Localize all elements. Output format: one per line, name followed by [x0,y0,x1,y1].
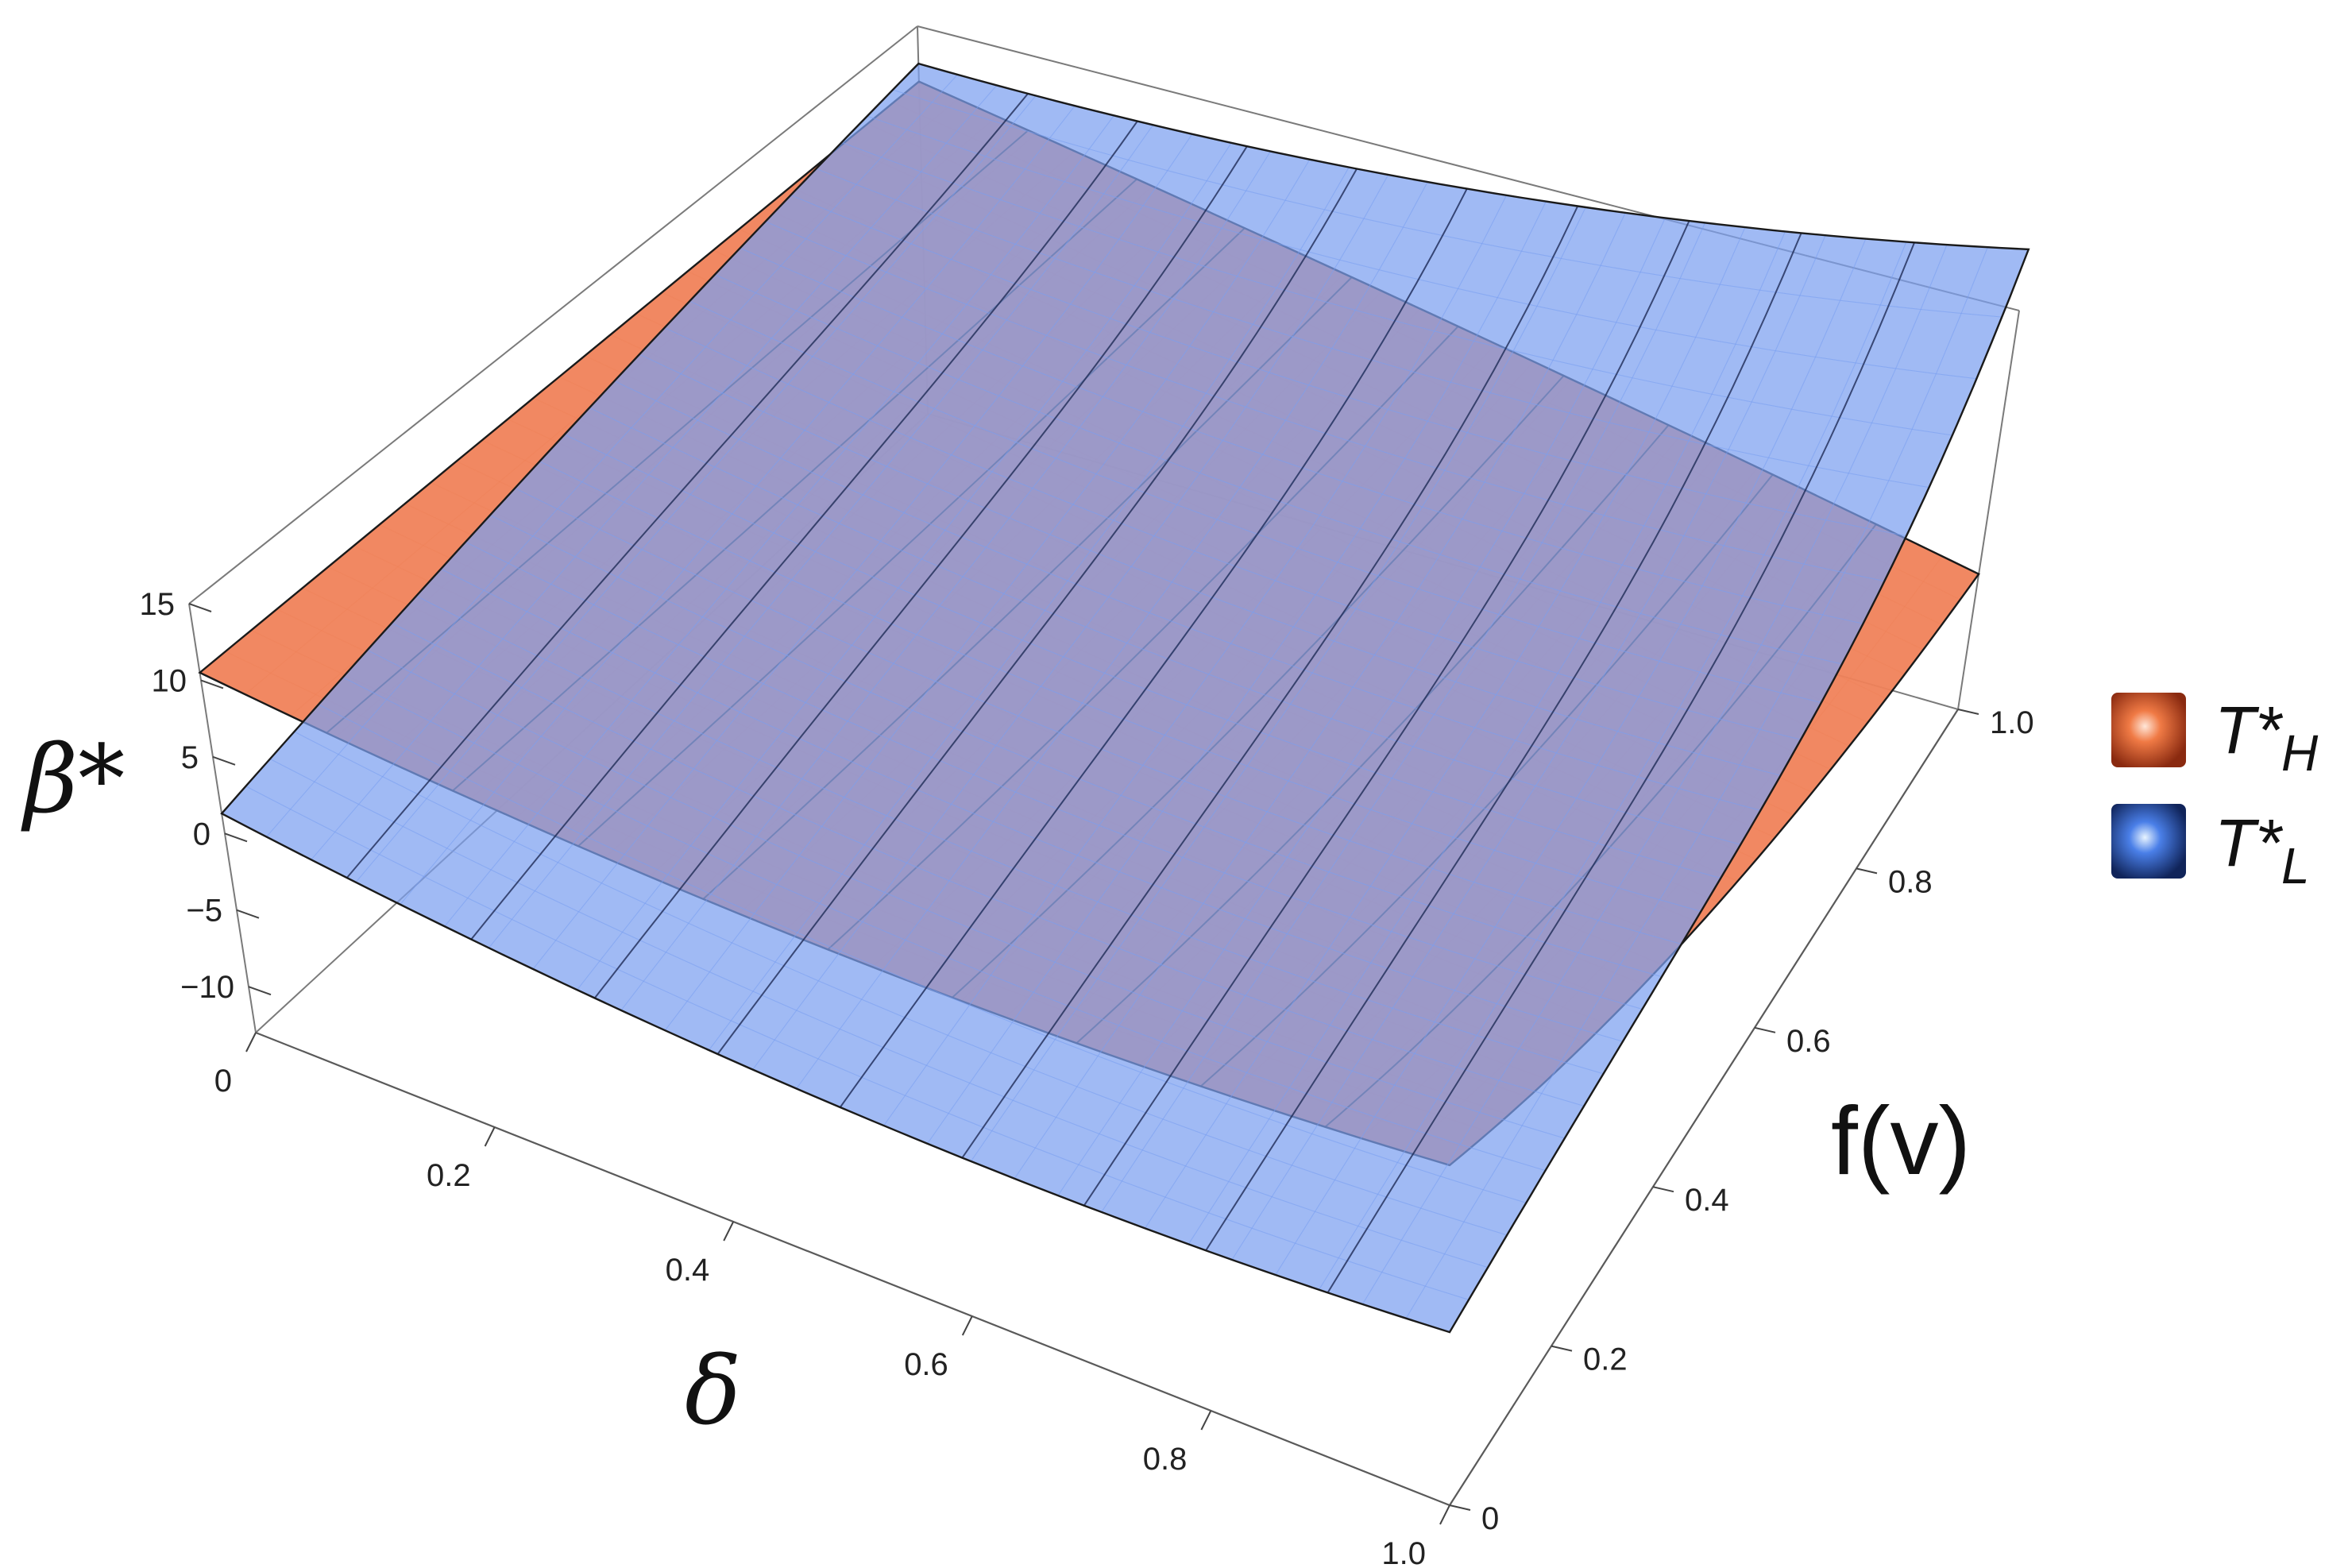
surface-outline [220,62,2030,1334]
box-edge [188,25,918,604]
legend-label-tl: T*L [2215,805,2310,894]
y-tick-label: 0.8 [1888,864,1933,899]
axis-tick [188,603,212,612]
z-tick-label: −10 [180,970,234,1005]
axis-tick [1449,1504,1471,1511]
x-tick-label: 0.4 [666,1253,710,1288]
box-edge [255,1031,1450,1507]
z-tick-label: −5 [186,894,222,929]
axis-tick [248,986,272,996]
legend-swatch-tl [2111,804,2186,879]
axis-tick [236,909,260,919]
axis-tick [1439,1504,1450,1525]
mesh-line [716,168,1358,1055]
box-edge [1957,310,2020,710]
axis-tick [212,755,236,766]
axis-tick [723,1221,735,1242]
box-edge [1449,709,1959,1506]
y-tick-label: 0 [1481,1501,1499,1536]
axis-tick [961,1315,973,1336]
x-tick-label: 0.6 [904,1347,948,1382]
y-tick-label: 0.4 [1685,1183,1729,1218]
z-tick-label: 5 [181,740,199,775]
y-tick-label: 1.0 [1990,705,2034,740]
bounding-box-front [255,709,1959,1507]
y-tick-label: 0.2 [1583,1342,1628,1377]
legend-item-tl: T*L [2111,804,2310,894]
z-tick-label: 0 [193,817,210,852]
y-axis-label: f(v) [1831,1087,1971,1195]
legend: T*H T*L [2111,693,2319,894]
axis-tick [245,1032,257,1052]
axis-tick [1754,1026,1776,1033]
axis-tick [200,679,224,689]
axis-tick [484,1126,496,1147]
x-axis-label: δ [685,1336,741,1446]
axis-tick [1856,867,1878,875]
mesh-line [346,93,1029,879]
surface-tl [220,62,2030,1334]
axis-tick [1652,1186,1674,1193]
mesh-line [593,145,1248,999]
legend-label-th: T*H [2215,693,2319,782]
surfaces [198,62,2030,1334]
axes: 0 0.2 0.4 0.6 0.8 1.0 0 0.2 0.4 0.6 0.8 1.0 −10 −5 0 5 1… [140,587,2034,1568]
mesh-line [839,188,1468,1108]
z-tick-label: 10 [152,663,187,698]
mesh-line [1083,220,1690,1207]
x-tick-label: 0.8 [1143,1442,1188,1477]
z-tick-label: 15 [140,587,176,622]
mesh-line [1327,241,1916,1293]
axis-tick [1551,1345,1573,1352]
box-edge [188,603,257,1033]
y-tick-label: 0.6 [1786,1024,1831,1059]
axis-tick [224,832,248,843]
axis-tick [1957,709,1979,715]
legend-swatch-th [2111,693,2186,767]
axis-tick [1200,1410,1212,1431]
mesh-line [470,121,1138,940]
x-tick-label: 0.2 [427,1158,471,1193]
mesh-line [1205,233,1802,1251]
legend-item-th: T*H [2111,693,2319,782]
mesh-line [961,206,1579,1159]
x-tick-label: 0 [214,1064,232,1099]
x-tick-label: 1.0 [1381,1536,1426,1568]
z-axis-label: β* [21,724,125,834]
